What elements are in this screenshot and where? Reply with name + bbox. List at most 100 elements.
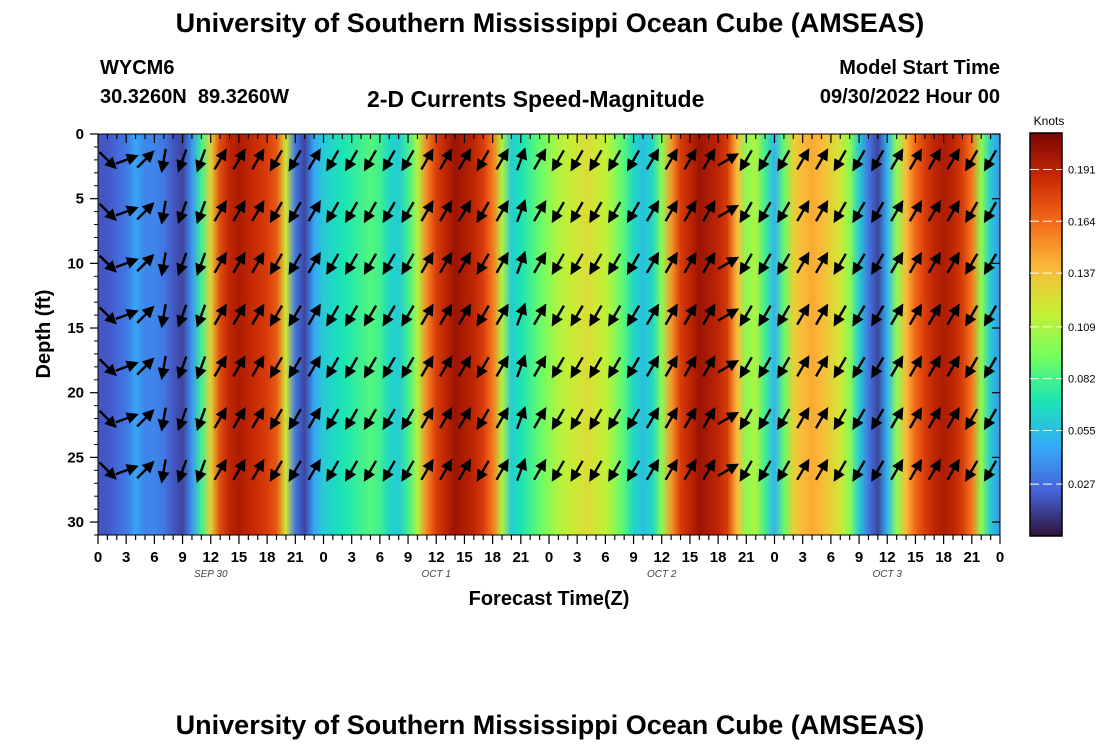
current-arrow xyxy=(833,304,847,327)
current-arrow xyxy=(457,251,472,274)
current-arrow xyxy=(890,407,904,429)
current-arrow xyxy=(213,407,227,429)
chart-title: 2-D Currents Speed-Magnitude xyxy=(367,86,705,112)
y-tick-label: 30 xyxy=(67,514,84,531)
current-arrow xyxy=(983,201,998,224)
current-arrow xyxy=(833,253,847,275)
current-arrow xyxy=(683,200,697,222)
current-arrow xyxy=(251,200,265,222)
current-arrow xyxy=(796,458,810,481)
current-arrow xyxy=(702,148,716,170)
current-arrow xyxy=(251,148,265,170)
current-arrow xyxy=(965,253,979,275)
y-tick-label: 20 xyxy=(67,385,84,402)
current-arrow xyxy=(363,408,378,431)
current-arrow xyxy=(439,148,453,170)
current-arrow xyxy=(908,200,923,222)
current-arrow xyxy=(890,303,904,326)
current-arrow xyxy=(965,149,979,172)
current-arrow xyxy=(645,407,660,429)
current-arrow xyxy=(796,251,810,274)
current-arrow xyxy=(570,304,584,327)
current-arrow xyxy=(420,148,434,170)
current-arrow xyxy=(965,356,979,379)
current-arrow xyxy=(401,460,415,482)
current-arrow xyxy=(833,149,847,172)
current-arrow xyxy=(777,201,791,224)
legend-tick-label: 0.027 xyxy=(1068,479,1096,491)
current-arrow xyxy=(326,356,340,379)
current-arrow xyxy=(758,356,772,379)
current-arrow xyxy=(551,201,565,224)
current-arrow xyxy=(136,253,155,272)
current-arrow xyxy=(983,460,998,482)
x-tick-label: 0 xyxy=(319,549,327,566)
current-arrow xyxy=(476,201,490,224)
current-arrow xyxy=(401,149,415,172)
current-arrow xyxy=(495,303,509,326)
current-arrow xyxy=(608,356,622,379)
current-arrow xyxy=(401,408,415,431)
y-axis-label: Depth (ft) xyxy=(33,290,55,379)
current-arrow xyxy=(570,201,584,224)
current-arrow xyxy=(476,460,490,482)
current-arrow xyxy=(457,458,472,481)
model-start-label: Model Start Time xyxy=(839,57,1000,79)
current-arrow xyxy=(363,460,378,482)
current-arrow xyxy=(833,201,847,224)
x-tick-label: 6 xyxy=(827,549,835,566)
current-arrow xyxy=(439,200,453,222)
current-arrow xyxy=(589,201,603,224)
current-arrow xyxy=(136,150,155,169)
current-arrow xyxy=(269,201,284,224)
current-arrow xyxy=(476,304,490,327)
current-arrow xyxy=(307,407,321,429)
current-arrow xyxy=(476,149,490,172)
model-start-value: 09/30/2022 Hour 00 xyxy=(819,86,1000,108)
current-arrow xyxy=(589,356,603,379)
current-arrow xyxy=(344,304,359,327)
current-arrow xyxy=(739,201,753,224)
current-arrow xyxy=(363,149,378,172)
current-arrow xyxy=(983,149,998,172)
current-arrow xyxy=(232,200,246,222)
current-arrow xyxy=(420,355,434,377)
current-arrow xyxy=(890,251,904,274)
current-arrow xyxy=(608,201,622,224)
current-arrow xyxy=(344,460,359,482)
current-arrow xyxy=(157,252,170,277)
current-arrow xyxy=(965,304,979,327)
current-arrow xyxy=(326,460,340,482)
current-arrow xyxy=(476,253,490,275)
current-arrow xyxy=(269,408,284,431)
current-arrow xyxy=(115,360,139,373)
current-arrow xyxy=(758,304,772,327)
current-arrow xyxy=(251,355,265,377)
current-arrow xyxy=(136,409,155,428)
current-arrow xyxy=(626,253,641,275)
current-arrow xyxy=(382,408,396,431)
current-arrow xyxy=(946,407,960,429)
legend-tick-label: 0.164 xyxy=(1068,216,1096,228)
current-arrow xyxy=(251,303,265,326)
current-arrow xyxy=(136,357,155,376)
current-arrow xyxy=(288,253,302,275)
y-tick-label: 5 xyxy=(76,191,84,208)
current-arrow xyxy=(717,153,740,167)
current-arrow xyxy=(608,408,622,431)
date-label: OCT 3 xyxy=(873,569,903,580)
current-arrow xyxy=(115,412,139,424)
current-arrow xyxy=(777,253,791,275)
x-tick-label: 18 xyxy=(484,549,501,566)
current-arrow xyxy=(796,407,810,429)
current-arrow xyxy=(363,201,378,224)
x-tick-label: 21 xyxy=(287,549,304,566)
current-arrow xyxy=(115,464,139,476)
current-arrow xyxy=(739,460,753,482)
current-arrow xyxy=(777,408,791,431)
current-arrow xyxy=(176,149,188,173)
current-arrow xyxy=(457,148,472,170)
current-arrow xyxy=(269,149,284,172)
current-arrow xyxy=(476,356,490,379)
current-arrow xyxy=(307,200,321,222)
